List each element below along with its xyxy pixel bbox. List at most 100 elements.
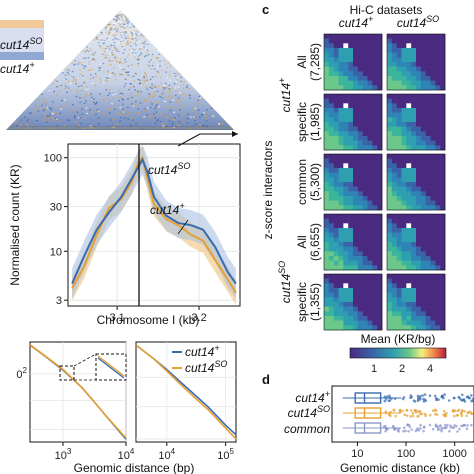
triangle-speckle (123, 85, 126, 87)
boxplot-outlier (410, 428, 413, 431)
boxplot-outlier (392, 409, 396, 412)
triangle-speckle (119, 66, 122, 68)
heatmap-cell (333, 302, 339, 307)
heatmap-cell (435, 163, 441, 169)
triangle-speckle (126, 22, 129, 24)
heatmap-cell (430, 283, 436, 289)
heatmap-cell (435, 117, 441, 123)
triangle-speckle (14, 121, 17, 124)
triangle-speckle (109, 88, 111, 90)
heatmap-cell (357, 200, 363, 206)
boxplot-outlier (410, 395, 414, 399)
heatmap-cell (430, 205, 436, 211)
heatmap-cell (435, 228, 441, 233)
heatmap-cell (440, 168, 446, 173)
heatmap-cell (372, 256, 378, 261)
heatmap-col-header-wt: cut14+ (339, 14, 374, 30)
heatmap-cell (396, 108, 402, 113)
triangle-speckle (175, 81, 178, 83)
heatmap-cell (416, 98, 422, 104)
triangle-speckle (159, 65, 161, 67)
triangle-speckle (149, 116, 152, 119)
heatmap-cell (324, 94, 330, 99)
triangle-speckle (134, 42, 136, 44)
heatmap-cell (430, 108, 436, 113)
triangle-speckle (94, 84, 96, 86)
triangle-speckle (68, 70, 71, 72)
heatmap-cell (367, 297, 373, 303)
triangle-speckle (148, 96, 150, 98)
triangle-speckle (93, 101, 95, 103)
heatmap-cell (416, 237, 422, 243)
heatmap-cell (396, 288, 402, 293)
heatmap-cell (391, 136, 397, 141)
heatmap-cell (411, 200, 417, 206)
heatmap-cell (324, 172, 330, 178)
heatmap-cell (324, 288, 330, 293)
heatmap-cell (348, 297, 354, 303)
profile-label-so: cut14SO (148, 161, 190, 177)
triangle-speckle (169, 65, 172, 67)
heatmap-cell (362, 103, 368, 109)
triangle-speckle (133, 26, 135, 28)
heatmap-cell (416, 94, 422, 99)
heatmap-cell (391, 196, 397, 201)
triangle-speckle (118, 18, 121, 20)
triangle-speckle (138, 79, 141, 81)
triangle-speckle (99, 39, 101, 41)
heatmap-cell (328, 177, 334, 183)
triangle-speckle (159, 121, 162, 123)
triangle-speckle (175, 94, 177, 97)
heatmap-cell (440, 98, 446, 104)
heatmap-cell (440, 320, 446, 326)
heatmap-cell (333, 80, 339, 86)
triangle-speckle (159, 96, 161, 98)
triangle-speckle (79, 62, 82, 64)
triangle-speckle (161, 113, 163, 115)
triangle-speckle (84, 95, 87, 97)
heatmap-cell (357, 316, 363, 321)
triangle-speckle (114, 79, 117, 81)
triangle-speckle (91, 40, 93, 42)
heatmap-cell (425, 311, 431, 317)
heatmap-cell (372, 48, 378, 53)
triangle-speckle (130, 92, 133, 95)
triangle-speckle (154, 76, 157, 78)
heatmap-cell (377, 94, 383, 99)
heatmap-cell (333, 325, 339, 331)
triangle-speckle (134, 25, 136, 27)
triangle-speckle (73, 78, 75, 81)
heatmap-cell (362, 94, 368, 99)
heatmap-cell (387, 38, 393, 44)
heatmap-cell (396, 182, 402, 187)
boxplot-outlier (433, 394, 437, 398)
heatmap-cell (333, 320, 339, 326)
heatmap-cell (353, 288, 359, 293)
triangle-speckle (113, 73, 116, 75)
triangle-speckle (114, 56, 116, 59)
heatmap-cell (411, 145, 417, 151)
heatmap-cell (391, 66, 397, 72)
heatmap-cell (367, 108, 373, 113)
heatmap-cell (328, 85, 334, 91)
triangle-speckle (129, 41, 132, 43)
heatmap-cell (391, 274, 397, 279)
triangle-speckle (82, 75, 84, 77)
heatmap-row-label: common(5,300) (295, 159, 322, 205)
heatmap-cell (425, 205, 431, 211)
heatmap-cell (353, 274, 359, 279)
triangle-speckle (90, 74, 92, 76)
heatmap-cell (435, 232, 441, 238)
heatmap-cell (362, 288, 368, 293)
heatmap-cell (430, 237, 436, 243)
triangle-speckle (127, 43, 129, 45)
triangle-speckle (164, 63, 167, 65)
heatmap-cell (343, 126, 349, 132)
heatmap-cell (425, 136, 431, 141)
triangle-speckle (152, 62, 155, 64)
heatmap-cell (377, 80, 383, 86)
boxplot-outlier (443, 426, 446, 430)
boxplot-outlier (467, 411, 470, 415)
heatmap-cell (333, 66, 339, 72)
boxplot-outlier (470, 423, 473, 427)
